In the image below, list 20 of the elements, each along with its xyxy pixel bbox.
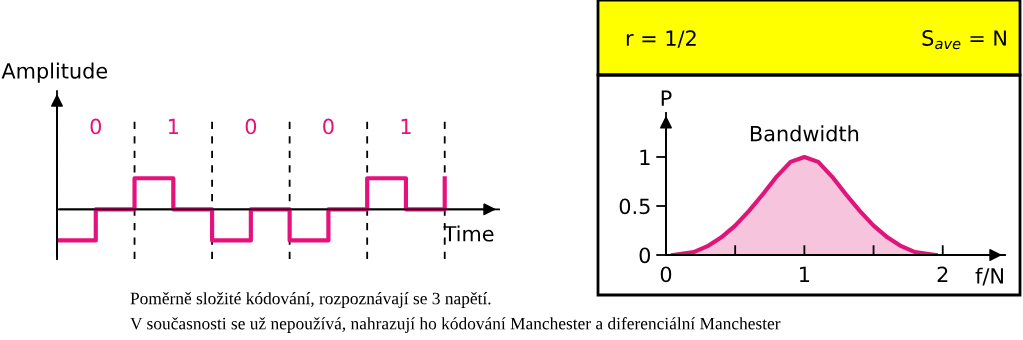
x-tick-label: 0 — [323, 118, 334, 135]
text: S$_{ave}$ = N — [922, 30, 1006, 50]
annotation: Bandwidth — [750, 125, 859, 142]
text: V současnosti se už nepoužívá, nahrazují ho kódování Manchester a diferenciální Manchester — [130, 317, 781, 333]
x-axis-title: f/N — [975, 267, 1003, 286]
x-tick-label: 2 — [937, 266, 948, 282]
text: r = 1/2 — [626, 30, 696, 48]
x-tick-label: 0 — [660, 266, 672, 283]
y-axis-title: Amplitude — [1, 62, 108, 83]
y-tick-label: 0.5 — [619, 198, 650, 215]
x-tick-label: 0 — [245, 118, 257, 135]
x-axis-title: Time — [443, 225, 494, 242]
x-tick-label: 1 — [168, 118, 179, 135]
x-tick-label: 1 — [401, 118, 411, 135]
y-tick-label: 0 — [639, 247, 651, 264]
x-tick-label: 0 — [90, 118, 102, 135]
x-tick-label: 1 — [800, 266, 810, 282]
text: Poměrně složité kódování, rozpoznávají se 3 napětí. — [130, 292, 491, 308]
y-axis-title: P — [661, 90, 672, 106]
y-tick-label: 1 — [640, 149, 650, 165]
